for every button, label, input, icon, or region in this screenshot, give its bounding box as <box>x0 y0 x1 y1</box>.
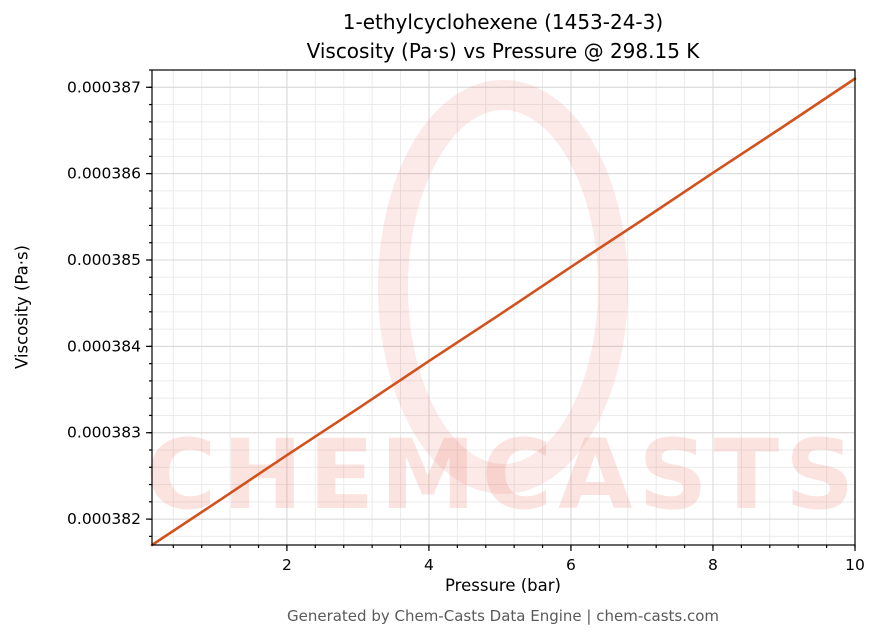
x-tick-label: 4 <box>424 556 434 574</box>
tick-marks <box>146 69 856 551</box>
watermark-ring-icon <box>378 80 628 494</box>
series-line <box>150 77 857 547</box>
y-tick-label: 0.000386 <box>67 165 141 183</box>
watermark-text: CHEMCASTS <box>146 419 860 531</box>
y-tick-label: 0.000387 <box>67 78 141 96</box>
chart-title-line1: 1-ethylcyclohexene (1453-24-3) <box>342 10 664 34</box>
x-tick-label: 8 <box>708 556 718 574</box>
chart-title: 1-ethylcyclohexene (1453-24-3) Viscosity… <box>307 8 700 66</box>
y-tick-label: 0.000385 <box>67 251 141 269</box>
y-tick-label: 0.000384 <box>67 337 141 355</box>
tick-labels: 2 4 6 8 10 0.000382 0.000383 0.000384 0.000385 0.… <box>67 78 865 574</box>
plot-border <box>151 69 856 546</box>
x-axis-label: Pressure (bar) <box>445 576 561 595</box>
x-tick-label: 10 <box>845 556 865 574</box>
footer-credit: Generated by Chem-Casts Data Engine | ch… <box>286 607 720 625</box>
x-tick-label: 6 <box>566 556 576 574</box>
x-tick-label: 2 <box>282 556 292 574</box>
y-tick-label: 0.000382 <box>67 510 141 528</box>
y-axis-label: Viscosity (Pa·s) <box>12 245 32 369</box>
y-tick-label: 0.000383 <box>67 424 141 442</box>
chart-title-line2: Viscosity (Pa·s) vs Pressure @ 298.15 K <box>306 39 700 63</box>
